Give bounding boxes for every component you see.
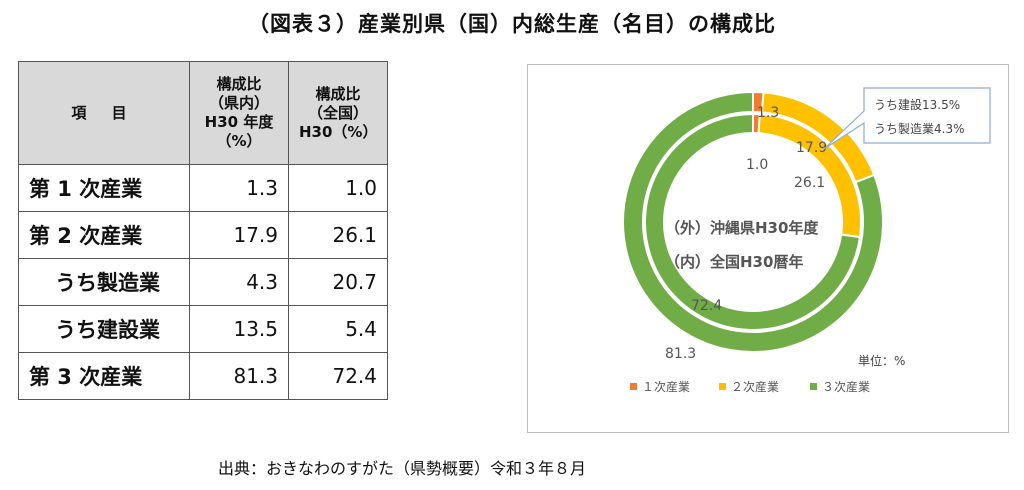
outer-slice-3 [622,90,884,353]
callout: うち建設13.5% うち製造業4.3% [823,87,991,150]
chart-frame: 1.3 17.9 81.3 1.0 26.1 72.4 （外）沖縄県H30年度 （内）全国… [527,64,1009,433]
header-item: 項 目 [18,61,190,165]
table-row: 第 1 次産業 1.3 1.0 [18,164,388,212]
legend-label: ２次産業 [731,379,779,394]
inner-value-label: 1.0 [746,157,768,173]
row-label: うち建設業 [18,305,190,353]
inner-value-label: 72.4 [691,298,722,314]
table-row: 第 2 次産業 17.9 26.1 [18,211,388,259]
legend-swatch [630,383,637,390]
header-pref-ratio: 構成比 （県内） H30 年度 （%） [189,61,289,165]
national-value: 72.4 [288,352,388,400]
header-nat-line: H30（%） [299,122,378,141]
source-note: 出典：おきなわのすがた（県勢概要）令和３年８月 [218,459,587,478]
inner-value-label: 26.1 [794,175,825,191]
row-label: 第 1 次産業 [18,164,190,212]
outer-ring [622,90,884,353]
pref-value: 1.3 [189,164,289,212]
table-header-row: 項 目 構成比 （県内） H30 年度 （%） 構成比 （全国） H30（%） [18,61,388,165]
center-text-outer: （外）沖縄県H30年度 [665,219,819,237]
unit-note: 単位：% [858,353,905,368]
outer-value-label: 17.9 [796,140,827,156]
center-text-inner: （内）全国H30暦年 [665,253,803,271]
header-pref-line: 構成比 [216,75,262,93]
value-labels: 1.3 17.9 81.3 1.0 26.1 72.4 [665,105,827,362]
header-pref-line: （県内） [208,94,269,112]
header-pref-line: H30 年度 [204,113,274,131]
donut-chart: 1.3 17.9 81.3 1.0 26.1 72.4 （外）沖縄県H30年度 （内）全国… [622,87,991,394]
figure-title: （図表３）産業別県（国）内総生産（名目）の構成比 [248,12,776,36]
callout-construction: うち建設13.5% [874,97,960,112]
legend-label: ３次産業 [822,379,870,394]
national-value: 26.1 [288,211,388,259]
legend-swatch [719,383,726,390]
header-nat-line: 構成比 [315,84,361,103]
national-value: 20.7 [288,258,388,306]
callout-manufacturing: うち製造業4.3% [874,122,965,136]
pref-value: 81.3 [189,352,289,400]
outer-value-label: 81.3 [665,346,696,362]
pref-value: 17.9 [189,211,289,259]
inner-slice-3 [644,112,862,331]
table-row: 第 3 次産業 81.3 72.4 [18,352,388,400]
row-label: 第 3 次産業 [18,352,190,400]
national-value: 1.0 [288,164,388,212]
legend-swatch [810,383,817,390]
pref-value: 4.3 [189,258,289,306]
national-value: 5.4 [288,305,388,353]
row-label: 第 2 次産業 [18,211,190,259]
header-nat-line: （全国） [307,103,368,122]
data-table: 項 目 構成比 （県内） H30 年度 （%） 構成比 （全国） H30（%） … [18,61,388,400]
table-row: うち建設業 13.5 5.4 [18,305,388,353]
callout-box [823,87,991,150]
pref-value: 13.5 [189,305,289,353]
header-national-ratio: 構成比 （全国） H30（%） [288,61,388,165]
inner-ring [644,112,862,331]
row-label: うち製造業 [18,258,190,306]
header-pref-line: （%） [216,132,262,150]
table-row: うち製造業 4.3 20.7 [18,258,388,306]
outer-value-label: 1.3 [757,105,779,121]
chart-legend: １次産業 ２次産業 ３次産業 [630,379,870,394]
legend-label: １次産業 [642,379,690,394]
